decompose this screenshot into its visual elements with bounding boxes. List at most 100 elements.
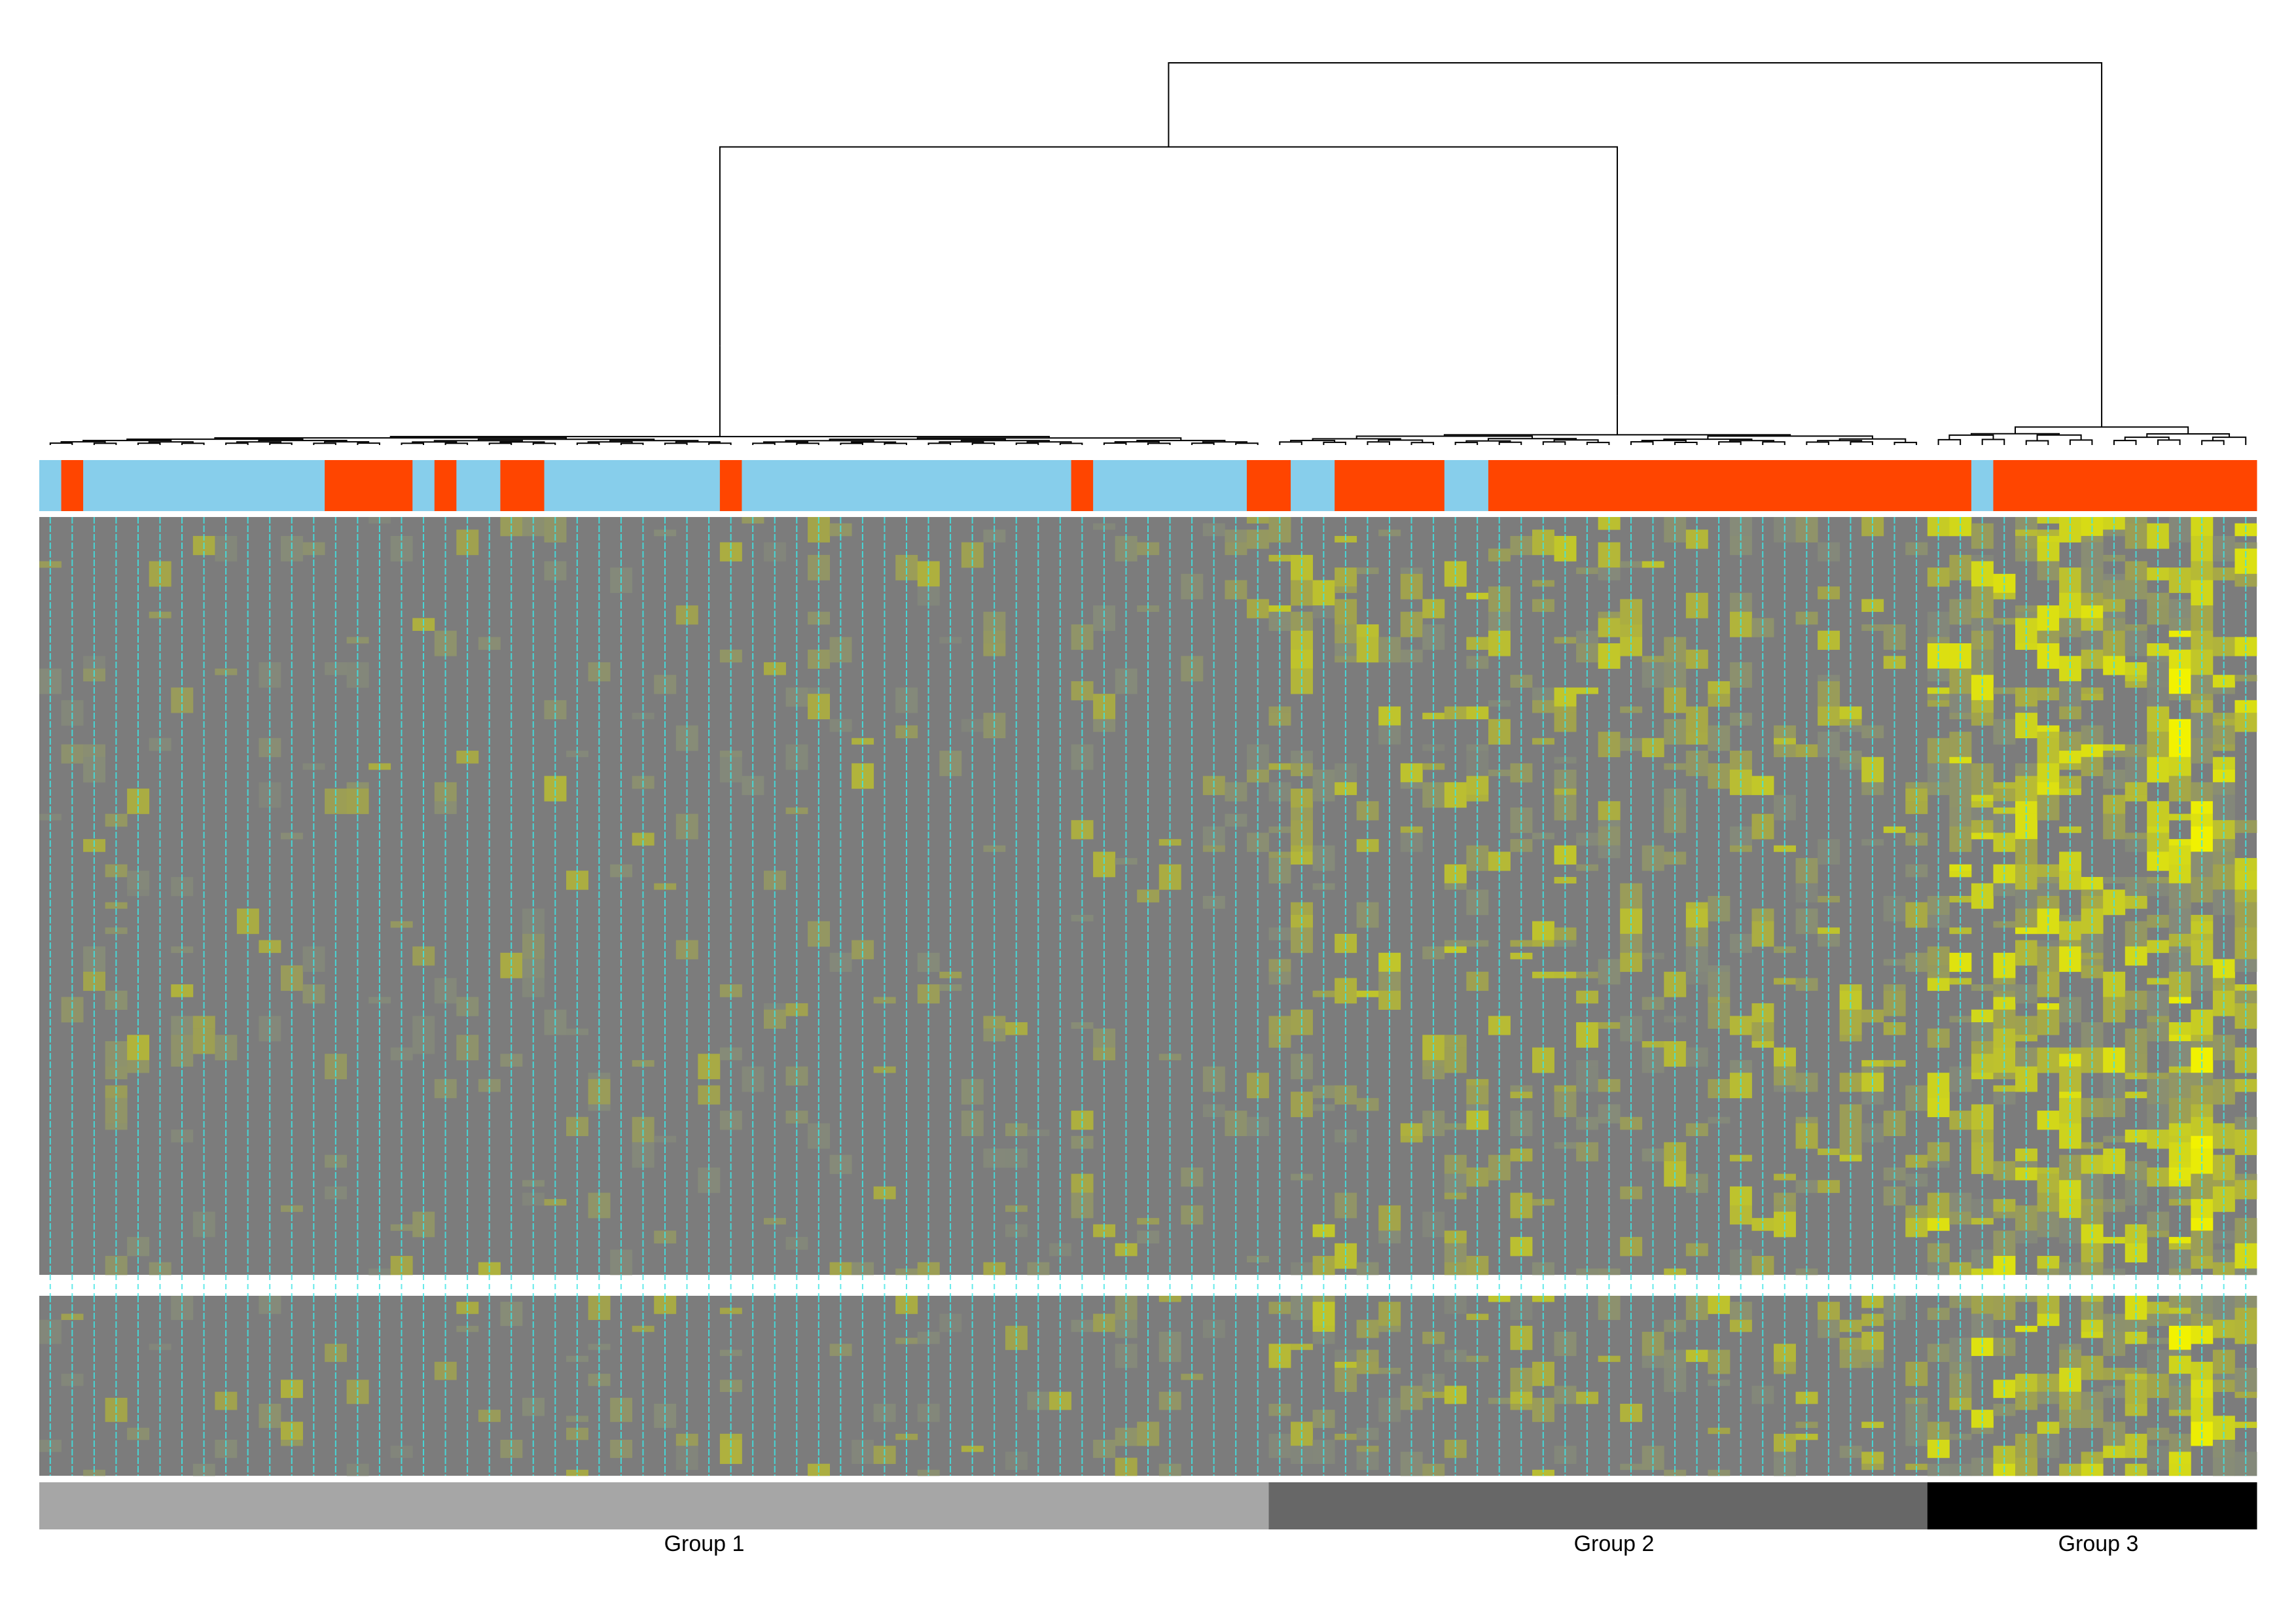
column-dendrogram: [49, 62, 2247, 445]
heatmap-cell: [939, 971, 962, 978]
heatmap-cell: [1641, 1047, 1664, 1073]
dendrogram-link: [664, 442, 688, 445]
group-3-label: Group 3: [2058, 1531, 2139, 1556]
heatmap-cell: [1291, 554, 1313, 580]
dendrogram-link: [1487, 438, 1577, 441]
heatmap-cell: [1532, 529, 1554, 556]
dendrogram-link: [1586, 442, 1610, 445]
heatmap-cell: [2059, 681, 2082, 707]
heatmap-cell: [1927, 700, 1950, 707]
group-labels: Group 1 Group 2 Group 3: [664, 1531, 2139, 1556]
dendrogram-link: [708, 442, 732, 445]
heatmap-cell: [2125, 1368, 2147, 1374]
heatmap-cell: [2059, 946, 2082, 972]
heatmap-cell: [1971, 807, 1994, 821]
dendrogram-link: [1443, 434, 1791, 437]
dendrogram-link: [1718, 441, 1742, 445]
dendrogram-link: [1498, 441, 1522, 445]
dendrogram-link: [576, 442, 600, 445]
heatmap-cell: [1356, 1446, 1379, 1452]
heatmap-cell: [1093, 851, 1116, 878]
heatmap-cell: [983, 845, 1006, 852]
heatmap-cell: [588, 1374, 611, 1386]
heatmap-cell: [1378, 1368, 1401, 1374]
dendrogram-link: [1059, 442, 1083, 445]
heatmap-cell: [1664, 1368, 1687, 1392]
heatmap-cell: [2059, 1368, 2082, 1392]
annotation-segment-B: [325, 460, 413, 511]
heatmap-cell: [632, 1325, 655, 1332]
heatmap-cell: [961, 1446, 984, 1452]
heatmap-cell: [2037, 1313, 2060, 1327]
heatmap-cell: [1181, 656, 1204, 682]
heatmap-cell: [895, 554, 918, 580]
dendrogram-link: [796, 442, 819, 445]
dendrogram-link: [1378, 439, 1424, 443]
heatmap-cell: [1818, 896, 1840, 902]
heatmap-cell: [808, 611, 831, 625]
heatmap-cell: [1137, 1218, 1160, 1225]
group-2-label: Group 2: [1574, 1531, 1655, 1556]
heatmap-cell: [1335, 1368, 1357, 1392]
heatmap-cell: [1971, 1218, 1994, 1225]
dendrogram-link: [1948, 434, 1994, 440]
group-bar: [39, 1482, 2257, 1529]
heatmap-cell: [2191, 826, 2214, 852]
dendrogram-link: [488, 442, 512, 445]
dendrogram-link: [1553, 439, 1599, 443]
heatmap-cell: [1927, 1073, 1950, 1099]
dendrogram-link: [2015, 426, 2189, 435]
heatmap-cell: [1202, 1104, 1225, 1118]
heatmap-cell: [1378, 1325, 1401, 1332]
heatmap-cell: [763, 1218, 786, 1225]
heatmap-cell: [2168, 1097, 2191, 1124]
heatmap-cell: [1971, 1427, 1994, 1435]
heatmap-cell: [1268, 605, 1291, 613]
dendrogram-link: [49, 442, 73, 445]
dendrogram-link: [1103, 442, 1127, 445]
heatmap-cell: [2147, 883, 2170, 897]
heatmap-cell: [1532, 687, 1554, 701]
heatmap-cell: [1641, 1149, 1664, 1162]
dendrogram-link: [752, 442, 776, 445]
dendrogram-link: [1762, 441, 1785, 445]
heatmap-cell: [1774, 845, 1796, 852]
heatmap-cell: [2059, 1218, 2082, 1244]
heatmap-cell: [105, 1097, 128, 1124]
heatmap-cell: [917, 1332, 940, 1344]
dendrogram-link: [1323, 441, 1346, 445]
heatmap-cell: [61, 1374, 84, 1386]
heatmap-cell: [939, 751, 962, 776]
heatmap-cell: [1246, 1073, 1269, 1099]
heatmap-cell: [1005, 1224, 1028, 1238]
heatmap-cell: [456, 529, 479, 556]
heatmap-cell: [2191, 877, 2214, 902]
dendrogram-link: [126, 438, 304, 441]
heatmap-cell: [1554, 971, 1577, 978]
heatmap-cell: [2234, 1243, 2257, 1269]
dendrogram-link: [719, 146, 1619, 396]
heatmap-cell: [763, 662, 786, 675]
dendrogram-link: [927, 442, 952, 445]
heatmap-cell: [478, 1079, 501, 1092]
heatmap-cell: [1422, 1332, 1445, 1344]
heatmap-lower-block: [39, 1275, 2257, 1476]
heatmap-cell: [1708, 725, 1731, 751]
heatmap-cell: [1927, 1192, 1950, 1219]
heatmap-cell: [675, 725, 698, 751]
heatmap-cell: [873, 1066, 896, 1073]
annotation-segment-A: [83, 460, 325, 511]
heatmap-cell: [1291, 845, 1313, 852]
heatmap-cell: [1905, 832, 1928, 846]
heatmap-cell: [2191, 1047, 2214, 1073]
dendrogram-link: [1937, 438, 1962, 445]
dendrogram-link: [389, 436, 1050, 438]
heatmap-cell: [1312, 580, 1335, 606]
heatmap-cell: [2037, 946, 2060, 972]
heatmap-cell: [1927, 782, 1950, 795]
heatmap-cell: [1861, 1066, 1884, 1073]
heatmap-cell: [2234, 1079, 2257, 1092]
heatmap-cell: [698, 1167, 721, 1193]
heatmap-cell: [1839, 725, 1862, 732]
